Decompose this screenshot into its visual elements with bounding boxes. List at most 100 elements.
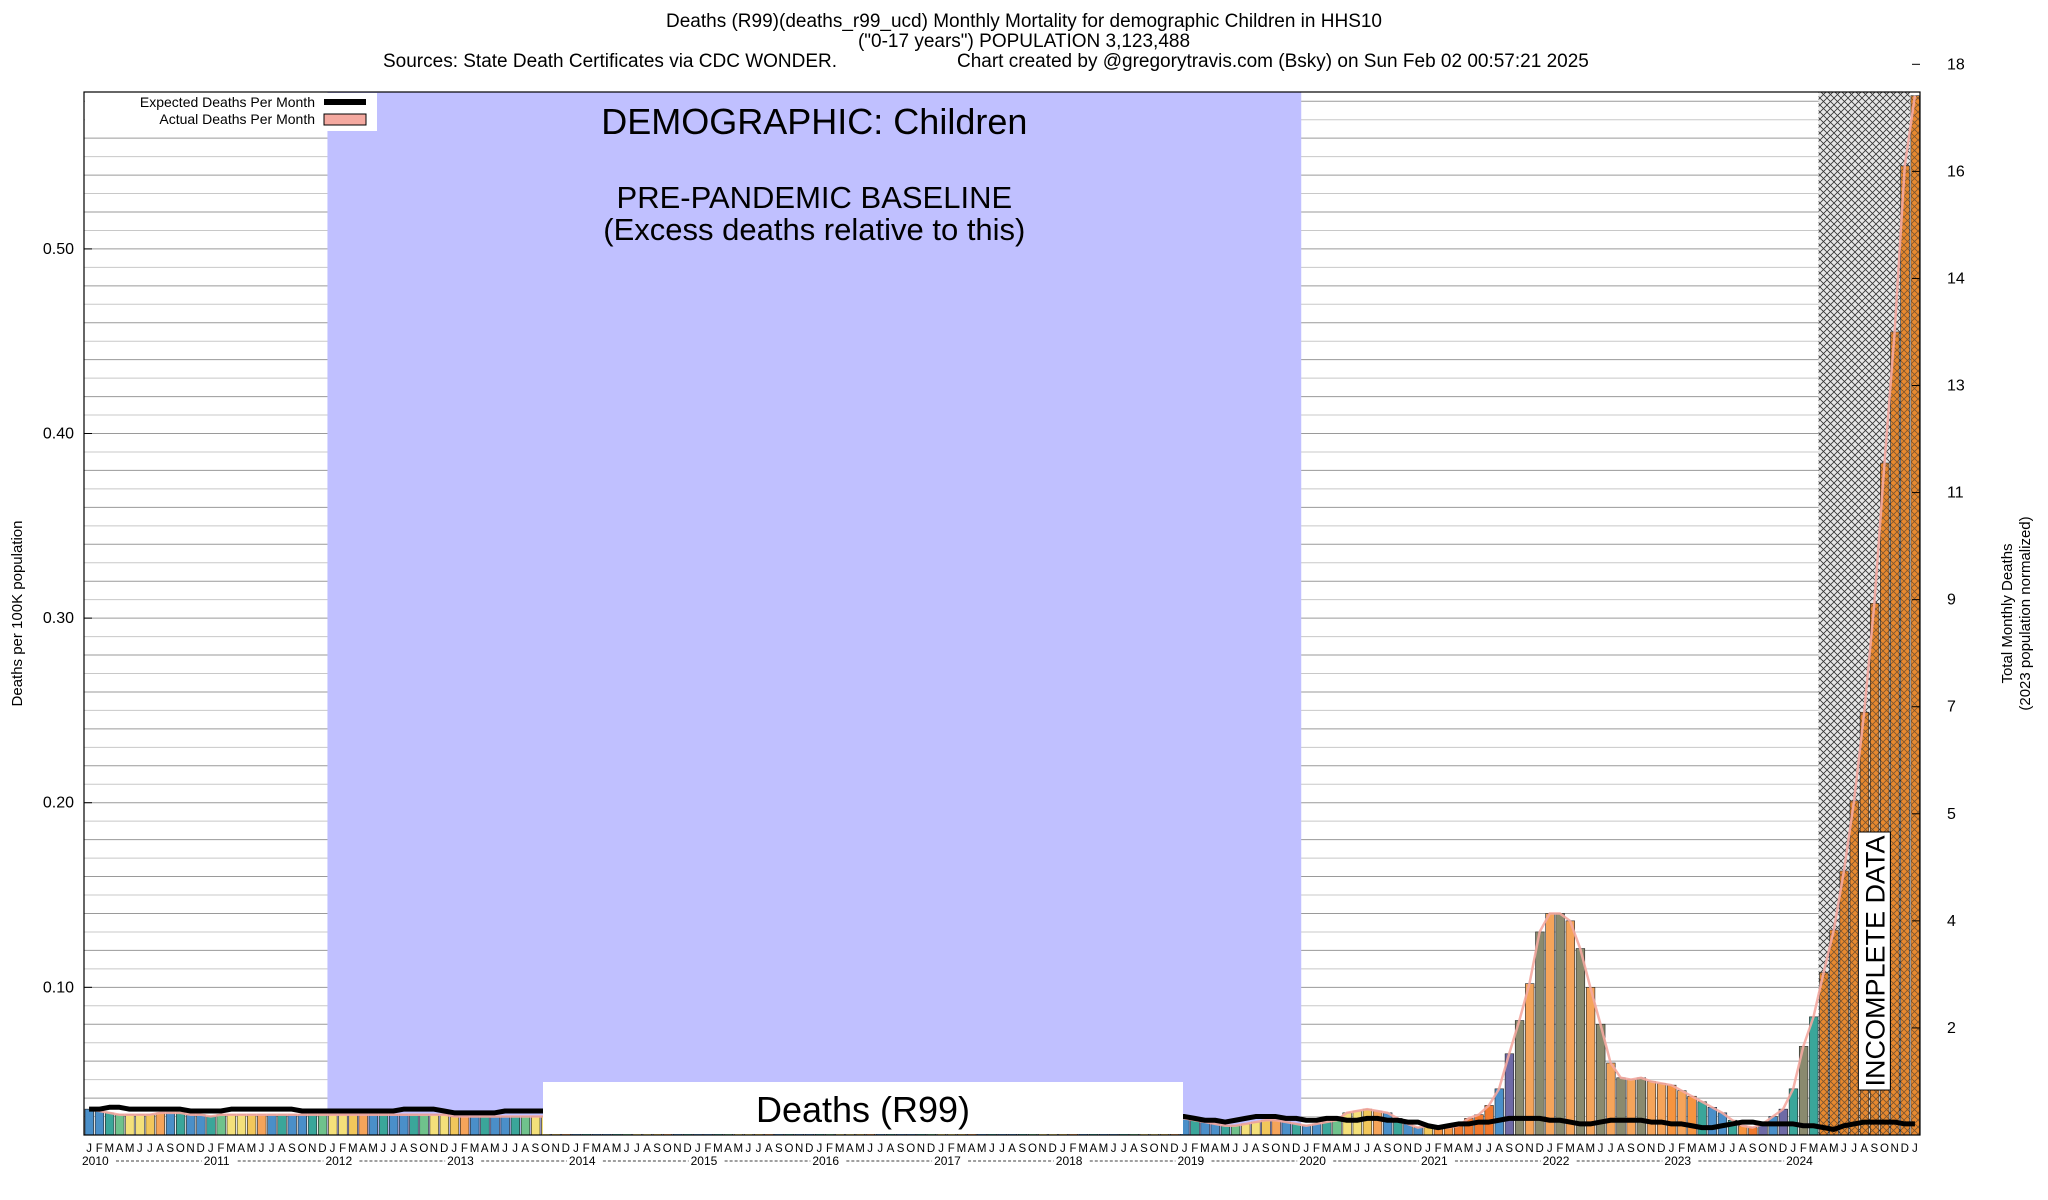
- x-tick-month: N: [308, 1143, 316, 1155]
- bar: [500, 1116, 510, 1136]
- x-tick-month: A: [1576, 1143, 1584, 1155]
- bar: [115, 1114, 125, 1136]
- x-tick-month: N: [1525, 1143, 1533, 1155]
- x-tick-month: D: [805, 1143, 813, 1155]
- x-tick-month: J: [989, 1143, 995, 1155]
- y-tick-label-right: 5: [1947, 806, 1956, 823]
- bar: [84, 1108, 94, 1136]
- x-tick-month: A: [846, 1143, 854, 1155]
- x-tick-month: J: [573, 1143, 579, 1155]
- x-tick-month: J: [1476, 1143, 1482, 1155]
- chart-title-line-1: Deaths (R99)(deaths_r99_ucd) Monthly Mor…: [666, 11, 1382, 32]
- x-tick-month: M: [1829, 1143, 1839, 1155]
- bar: [165, 1112, 176, 1136]
- bar: [520, 1116, 531, 1136]
- bar-hatch: [1829, 930, 1839, 1135]
- bar: [1646, 1081, 1657, 1136]
- x-tick-month: A: [1495, 1143, 1503, 1155]
- x-tick-month: A: [643, 1143, 651, 1155]
- x-tick-month: A: [400, 1143, 408, 1155]
- x-tick-month: J: [1303, 1143, 1309, 1155]
- bar-hatch: [1910, 95, 1920, 1136]
- bar: [1190, 1119, 1200, 1136]
- bar: [378, 1114, 389, 1136]
- x-tick-month: J: [695, 1143, 701, 1155]
- x-tick-year: 2015: [691, 1154, 718, 1168]
- x-tick-year: 2012: [325, 1154, 352, 1168]
- x-tick-month: S: [1384, 1143, 1392, 1155]
- cause-label-box: [543, 1082, 1183, 1134]
- bar: [1301, 1125, 1312, 1136]
- x-tick-month: J: [756, 1143, 762, 1155]
- x-tick-month: J: [867, 1143, 873, 1155]
- bar: [1636, 1077, 1646, 1136]
- x-tick-month: O: [1271, 1143, 1280, 1155]
- bar: [155, 1112, 165, 1136]
- x-tick-month: A: [765, 1143, 773, 1155]
- x-tick-month: J: [1354, 1143, 1360, 1155]
- x-tick-year: 2020: [1299, 1154, 1326, 1168]
- x-tick-year: 2022: [1543, 1154, 1570, 1168]
- x-tick-month: M: [591, 1143, 601, 1155]
- x-tick-month: O: [541, 1143, 550, 1155]
- x-tick-month: J: [1719, 1143, 1725, 1155]
- x-tick-month: D: [1901, 1143, 1909, 1155]
- x-tick-month: F: [1800, 1143, 1807, 1155]
- x-tick-month: A: [968, 1143, 976, 1155]
- x-tick-month: O: [663, 1143, 672, 1155]
- x-tick-month: N: [1890, 1143, 1898, 1155]
- x-tick-month: J: [999, 1143, 1005, 1155]
- x-tick-month: A: [1698, 1143, 1706, 1155]
- x-tick-month: A: [724, 1143, 732, 1155]
- x-tick-year: 2013: [447, 1154, 474, 1168]
- bar: [216, 1114, 226, 1136]
- x-tick-year: 2014: [569, 1154, 596, 1168]
- x-tick-month: S: [410, 1143, 418, 1155]
- x-tick-month: D: [927, 1143, 935, 1155]
- x-tick-month: M: [105, 1143, 115, 1155]
- bar: [1362, 1108, 1373, 1136]
- bar: [145, 1114, 155, 1136]
- x-tick-month: J: [137, 1143, 143, 1155]
- x-tick-month: M: [1586, 1143, 1596, 1155]
- x-tick-month: F: [461, 1143, 468, 1155]
- x-tick-month: A: [1455, 1143, 1463, 1155]
- bar: [419, 1114, 429, 1136]
- x-tick-month: J: [1111, 1143, 1117, 1155]
- x-tick-month: O: [1393, 1143, 1402, 1155]
- bar: [338, 1114, 348, 1136]
- x-tick-month: M: [1200, 1143, 1210, 1155]
- bar: [358, 1114, 368, 1136]
- bar: [1555, 913, 1565, 1136]
- bar: [267, 1114, 277, 1136]
- x-tick-month: D: [318, 1143, 326, 1155]
- plot-frame: [83, 91, 1921, 1136]
- x-tick-year: 2018: [1056, 1154, 1083, 1168]
- y-tick-label-right: 11: [1947, 485, 1964, 502]
- x-tick-month: F: [704, 1143, 711, 1155]
- x-tick-month: N: [1038, 1143, 1046, 1155]
- x-tick-month: S: [532, 1143, 540, 1155]
- x-tick-month: A: [1130, 1143, 1138, 1155]
- x-tick-month: N: [1160, 1143, 1168, 1155]
- bar: [1606, 1062, 1616, 1136]
- x-tick-month: N: [917, 1143, 925, 1155]
- x-tick-month: J: [512, 1143, 518, 1155]
- bar: [297, 1114, 307, 1136]
- y-tick-label-left: 0.30: [43, 610, 74, 627]
- bar: [439, 1114, 449, 1136]
- x-tick-month: J: [1060, 1143, 1066, 1155]
- bar: [1677, 1090, 1687, 1136]
- bar: [1809, 1016, 1819, 1136]
- bar: [1281, 1121, 1291, 1136]
- bar: [287, 1114, 297, 1136]
- x-tick-month: D: [1535, 1143, 1543, 1155]
- x-tick-month: J: [1598, 1143, 1604, 1155]
- bar-hatch: [1819, 972, 1829, 1135]
- x-tick-month: F: [1313, 1143, 1320, 1155]
- x-tick-month: M: [977, 1143, 987, 1155]
- bar: [1372, 1110, 1383, 1136]
- x-tick-month: A: [481, 1143, 489, 1155]
